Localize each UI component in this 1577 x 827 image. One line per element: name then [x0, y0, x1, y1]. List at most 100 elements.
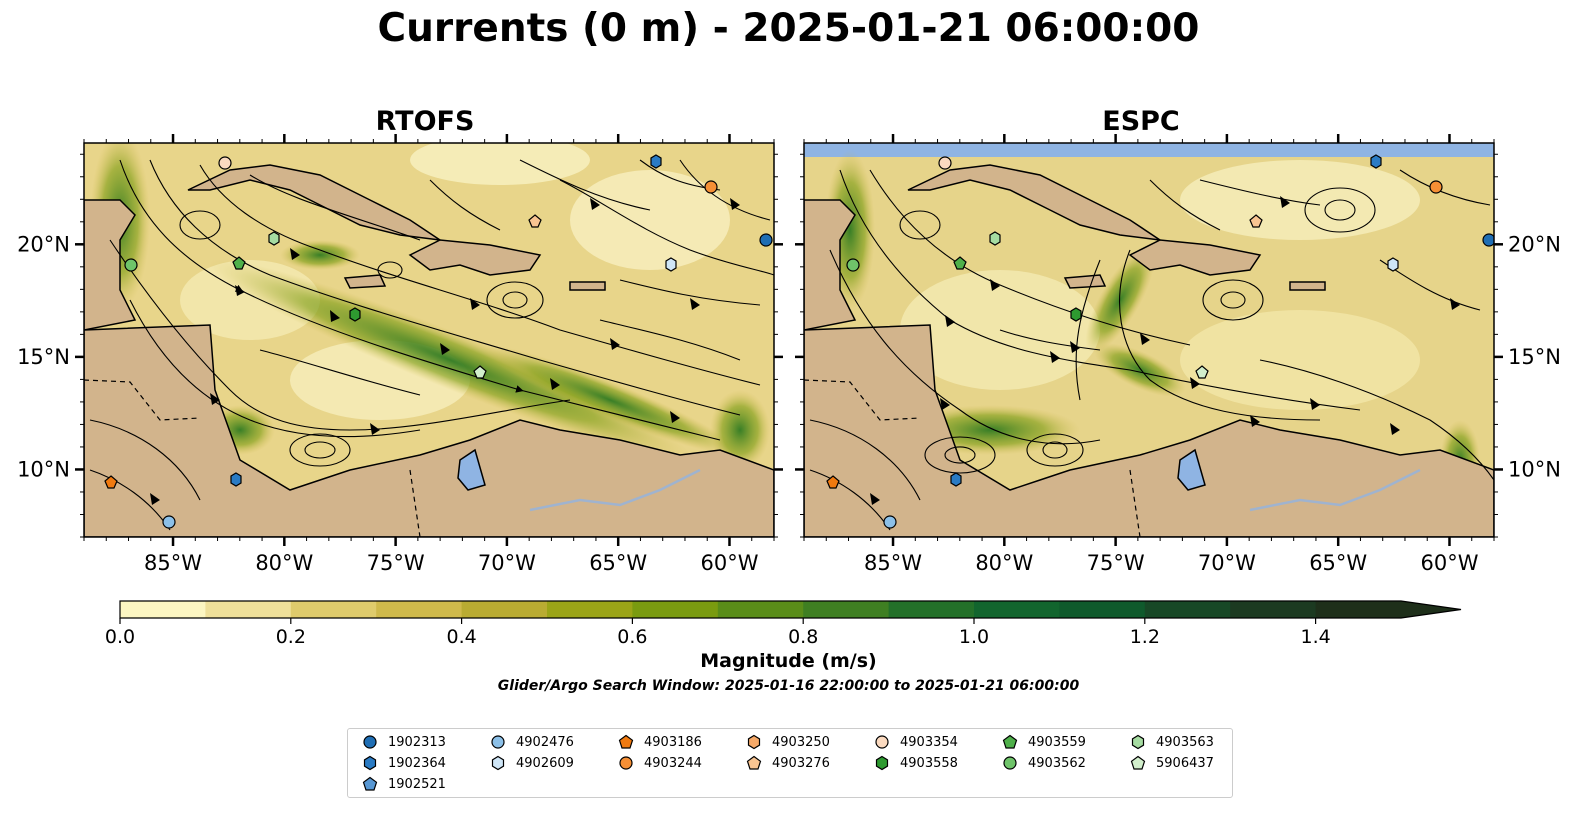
pentagon-marker-icon [746, 755, 762, 770]
colorbar-segment [1230, 601, 1317, 618]
legend-item: 5906437 [1130, 753, 1214, 773]
legend-item: 1902313 [362, 732, 446, 752]
river [1249, 468, 1421, 512]
y-tick-label: 20°N [1508, 232, 1561, 256]
central-south-america-land [84, 324, 774, 537]
yucatan-land [84, 199, 137, 331]
marker-4902609 [1387, 257, 1399, 272]
legend-item: 4902609 [490, 753, 574, 773]
river [529, 468, 701, 512]
lake-maracaibo [457, 448, 486, 491]
marker-4903186 [104, 475, 118, 489]
pentagon-marker-icon [1130, 755, 1146, 770]
legend-item: 4903276 [746, 753, 830, 773]
central-south-america-land [804, 324, 1494, 537]
legend-item: 1902364 [362, 753, 446, 773]
hexagon-marker-icon [747, 734, 761, 750]
streamline-arrows [870, 196, 1460, 505]
legend-item: 4903563 [1130, 732, 1214, 752]
colorbar-tick-label: 1.0 [959, 626, 989, 648]
country-border [1129, 469, 1141, 537]
marker-1902364 [1370, 154, 1382, 169]
colorbar-tick-label: 1.2 [1130, 626, 1160, 648]
x-tick-label: 60°W [700, 551, 758, 575]
legend-label: 1902364 [388, 755, 446, 771]
colorbar-outline [119, 600, 1462, 619]
lake-maracaibo [1177, 448, 1206, 491]
land-masses [804, 164, 1494, 537]
legend-label: 4903558 [900, 755, 958, 771]
legend-label: 4903354 [900, 734, 958, 750]
marker-1902313 [1482, 233, 1494, 247]
country-border [409, 469, 421, 537]
colorbar-segment [974, 601, 1060, 618]
pentagon-marker-icon [1002, 734, 1018, 749]
hexagon-marker-icon [875, 755, 889, 771]
marker-1902364b [230, 472, 242, 487]
legend-label: 4903276 [772, 755, 830, 771]
marker-4903558 [349, 307, 361, 322]
legend-item: 1902521 [362, 774, 446, 794]
map-frame-espc [803, 142, 1495, 538]
marker-4902476 [883, 515, 897, 529]
x-tick-label: 85°W [144, 551, 202, 575]
colorbar-segment [888, 601, 975, 618]
pentagon-marker-icon [618, 734, 634, 749]
map-panel-espc [804, 143, 1494, 537]
marker-4903186 [826, 475, 840, 489]
y-tick-label: 15°N [17, 345, 70, 369]
search-window-subtitle: Glider/Argo Search Window: 2025-01-16 22… [497, 678, 1080, 694]
puerto-rico-land [1289, 281, 1326, 291]
panel-title-espc: ESPC [1102, 106, 1180, 137]
legend-label: 4903563 [1156, 734, 1214, 750]
marker-4903276 [1249, 214, 1263, 228]
colorbar-label: Magnitude (m/s) [700, 650, 877, 672]
colorbar-segment [632, 601, 719, 618]
colorbar-tick-label: 0.6 [617, 626, 647, 648]
panel-title-rtofs: RTOFS [375, 106, 475, 137]
marker-4903559 [953, 256, 967, 270]
axis-layer: 85°W 80°W 75°W 70°W 65°W 60°W 20°N 15°N 10°N 85°W… [17, 134, 1561, 575]
legend-label: 4903186 [644, 734, 702, 750]
circle-marker-icon [619, 756, 633, 770]
legend-item: 4902476 [490, 732, 574, 752]
marker-1902364 [650, 154, 662, 169]
colorbar-tick-label: 0.2 [276, 626, 306, 648]
colorbar-tick-label: 1.4 [1300, 626, 1330, 648]
hexagon-marker-icon [1131, 734, 1145, 750]
colorbar-segment [205, 601, 292, 618]
legend-item: 4903186 [618, 732, 702, 752]
marker-5906437 [473, 365, 487, 379]
marker-4903563 [989, 231, 1001, 246]
hexagon-marker-icon [491, 755, 505, 771]
colorbar-segment [1059, 601, 1146, 618]
legend-label: 4903250 [772, 734, 830, 750]
float-markers [826, 154, 1494, 529]
marker-4903559 [232, 256, 246, 270]
yucatan-land [804, 199, 857, 331]
streamline-arrows [150, 198, 740, 505]
x-tick-label: 75°W [1087, 551, 1145, 575]
x-tick-label: 75°W [367, 551, 425, 575]
pentagon-marker-icon [362, 776, 378, 791]
marker-4903354 [218, 156, 232, 170]
legend-item: 4903558 [874, 753, 958, 773]
y-tick-label: 10°N [1508, 457, 1561, 481]
y-tick-label: 15°N [1508, 345, 1561, 369]
cuba-land [907, 164, 1161, 241]
marker-1902313 [759, 233, 773, 247]
legend-label: 1902521 [388, 776, 446, 792]
float-markers [104, 154, 773, 529]
cuba-land [187, 164, 441, 241]
x-tick-label: 65°W [1309, 551, 1367, 575]
legend-item: 4903354 [874, 732, 958, 752]
figure-title: Currents (0 m) - 2025-01-21 06:00:00 [377, 6, 1200, 51]
legend-label: 4902609 [516, 755, 574, 771]
y-tick-label: 20°N [17, 232, 70, 256]
colorbar-segment [1315, 601, 1402, 618]
land-masses [84, 164, 774, 537]
colorbar-extend-arrow [1401, 601, 1461, 618]
marker-4903244 [704, 180, 718, 194]
legend-item: 4903244 [618, 753, 702, 773]
